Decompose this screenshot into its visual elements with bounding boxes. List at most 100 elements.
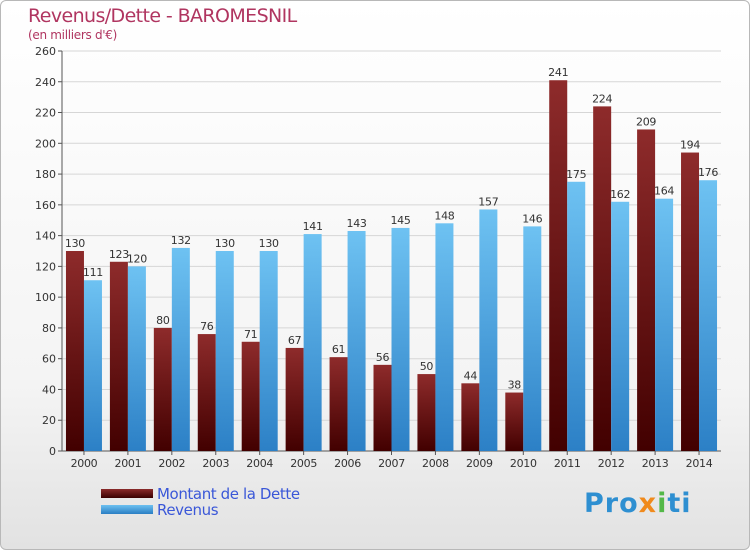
y-tick-label: 100 bbox=[35, 291, 56, 304]
data-label-revenus: 145 bbox=[390, 214, 410, 227]
data-label-dette: 209 bbox=[636, 115, 656, 128]
bar-dette bbox=[329, 357, 348, 451]
x-tick-label: 2010 bbox=[510, 457, 537, 470]
data-label-dette: 50 bbox=[420, 360, 434, 373]
bar-dette bbox=[153, 327, 172, 451]
legend-swatch-dette bbox=[101, 489, 153, 498]
y-tick-label: 260 bbox=[35, 45, 56, 58]
y-tick-label: 180 bbox=[35, 168, 56, 181]
y-tick-label: 20 bbox=[42, 414, 56, 427]
x-tick-label: 2014 bbox=[686, 457, 713, 470]
proxiti-logo: Proxiti bbox=[584, 488, 692, 519]
y-tick-label: 240 bbox=[35, 76, 56, 89]
data-label-dette: 130 bbox=[65, 237, 85, 250]
x-tick-label: 2002 bbox=[158, 457, 185, 470]
y-tick-label: 160 bbox=[35, 199, 56, 212]
chart-title: Revenus/Dette - BAROMESNIL bbox=[28, 5, 297, 27]
data-label-dette: 194 bbox=[680, 139, 700, 152]
bars bbox=[65, 80, 718, 452]
data-label-revenus: 162 bbox=[610, 188, 630, 201]
data-label-dette: 76 bbox=[200, 320, 214, 333]
bar-dette bbox=[373, 364, 392, 451]
data-label-dette: 80 bbox=[156, 314, 170, 327]
x-tick-label: 2008 bbox=[422, 457, 449, 470]
bar-revenus bbox=[611, 201, 630, 451]
y-tick-label: 80 bbox=[42, 322, 56, 335]
data-label-dette: 67 bbox=[288, 334, 302, 347]
bar-dette bbox=[593, 106, 612, 451]
legend-label-dette: Montant de la Dette bbox=[157, 485, 300, 503]
bar-revenus bbox=[435, 223, 454, 451]
data-label-dette: 224 bbox=[592, 92, 612, 105]
y-tick-label: 220 bbox=[35, 107, 56, 120]
x-tick-label: 2004 bbox=[246, 457, 273, 470]
x-tick-label: 2006 bbox=[334, 457, 361, 470]
bar-revenus bbox=[391, 227, 410, 451]
x-tick-label: 2001 bbox=[115, 457, 142, 470]
y-tick-label: 120 bbox=[35, 260, 56, 273]
x-tick-label: 2012 bbox=[598, 457, 625, 470]
bar-revenus bbox=[303, 234, 322, 451]
data-label-revenus: 130 bbox=[215, 237, 235, 250]
bar-dette bbox=[549, 80, 568, 451]
bar-dette bbox=[681, 152, 700, 452]
bar-dette bbox=[505, 392, 524, 451]
data-label-revenus: 111 bbox=[83, 266, 103, 279]
logo-part-2: x bbox=[638, 488, 658, 519]
bar-dette bbox=[241, 341, 260, 451]
bar-dette bbox=[65, 251, 84, 451]
x-tick-label: 2007 bbox=[378, 457, 405, 470]
bar-revenus bbox=[567, 181, 586, 451]
data-label-dette: 44 bbox=[464, 369, 478, 382]
bar-dette bbox=[197, 334, 216, 451]
data-label-dette: 61 bbox=[332, 343, 345, 356]
bar-dette bbox=[109, 261, 128, 451]
bar-revenus bbox=[479, 209, 498, 451]
chart-subtitle: (en milliers d'€) bbox=[28, 28, 118, 42]
data-label-revenus: 146 bbox=[522, 212, 542, 225]
logo-part-4: ti bbox=[667, 488, 692, 519]
data-label-revenus: 164 bbox=[654, 185, 674, 198]
bar-revenus bbox=[523, 226, 542, 451]
bar-revenus bbox=[215, 251, 234, 451]
y-tick-label: 200 bbox=[35, 137, 56, 150]
bar-revenus bbox=[127, 266, 146, 451]
data-label-revenus: 157 bbox=[478, 195, 498, 208]
data-label-revenus: 143 bbox=[347, 217, 367, 230]
data-label-dette: 56 bbox=[376, 351, 390, 364]
bar-revenus bbox=[83, 280, 102, 451]
data-label-dette: 38 bbox=[508, 379, 522, 392]
y-tick-label: 60 bbox=[42, 353, 56, 366]
data-label-dette: 71 bbox=[244, 328, 257, 341]
data-label-revenus: 120 bbox=[127, 252, 147, 265]
bar-dette bbox=[461, 383, 480, 451]
data-label-dette: 123 bbox=[109, 248, 129, 261]
bar-revenus bbox=[655, 198, 674, 451]
data-label-revenus: 176 bbox=[698, 166, 718, 179]
data-label-dette: 241 bbox=[548, 66, 568, 79]
x-tick-label: 2005 bbox=[290, 457, 317, 470]
x-tick-label: 2009 bbox=[466, 457, 493, 470]
data-label-revenus: 132 bbox=[171, 234, 191, 247]
logo-part-1: Pro bbox=[584, 488, 639, 519]
logo-part-3: i bbox=[657, 488, 668, 519]
legend-swatch-revenus bbox=[101, 505, 153, 514]
data-label-revenus: 130 bbox=[259, 237, 279, 250]
data-label-revenus: 175 bbox=[566, 168, 586, 181]
bar-dette bbox=[285, 347, 304, 451]
bar-dette bbox=[637, 129, 656, 451]
axes: 0 20 40 60 80 100 120 140 160 180 200 220 240 260 2000… bbox=[35, 45, 721, 470]
y-tick-label: 0 bbox=[49, 445, 56, 458]
bar-revenus bbox=[347, 231, 366, 451]
x-tick-label: 2003 bbox=[202, 457, 229, 470]
y-tick-label: 140 bbox=[35, 230, 56, 243]
data-label-revenus: 148 bbox=[434, 209, 454, 222]
bar-dette bbox=[417, 374, 436, 451]
legend-label-revenus: Revenus bbox=[157, 501, 219, 519]
bar-revenus bbox=[699, 180, 718, 451]
x-tick-label: 2011 bbox=[554, 457, 581, 470]
data-label-revenus: 141 bbox=[303, 220, 323, 233]
